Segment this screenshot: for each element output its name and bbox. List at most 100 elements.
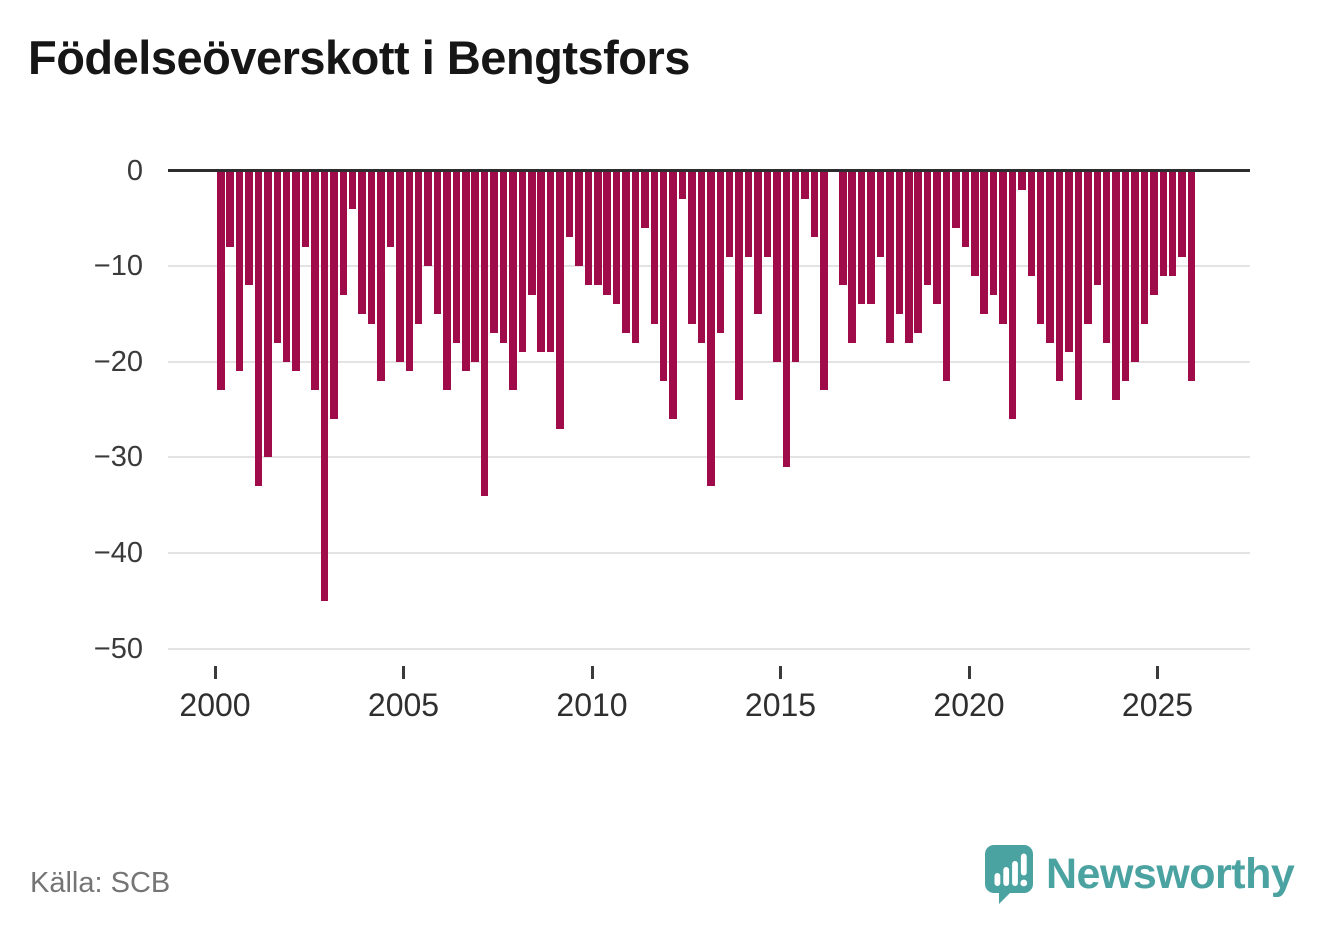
bar [1187, 170, 1196, 381]
bar [1008, 170, 1017, 420]
bar [1102, 170, 1111, 343]
x-axis-tick-label: 2025 [1121, 687, 1194, 723]
y-axis-tick-label: 0 [126, 154, 143, 187]
bar [414, 170, 423, 324]
source-label: Källa: SCB [30, 867, 171, 899]
bar [1065, 170, 1073, 353]
x-axis-tick [1156, 666, 1159, 679]
bar [659, 170, 668, 381]
bar [528, 170, 536, 295]
x-axis-tick-label: 2000 [179, 687, 251, 723]
bar [744, 170, 753, 257]
bar [367, 170, 376, 324]
bar [650, 170, 659, 324]
bar [584, 170, 593, 286]
bar [952, 170, 960, 228]
bar [1159, 170, 1167, 276]
bar [1018, 170, 1026, 190]
newsworthy-logo-icon [985, 845, 1033, 904]
bar [867, 170, 875, 305]
bar [546, 170, 555, 353]
bar [839, 170, 847, 286]
bar [914, 170, 922, 334]
bar [594, 170, 602, 286]
bar [1074, 170, 1083, 400]
x-axis-tick [213, 666, 217, 679]
bar [961, 170, 970, 247]
bar [424, 170, 432, 267]
bar [933, 170, 941, 305]
bar [282, 170, 291, 362]
bar [509, 170, 517, 391]
x-axis-tick [967, 666, 971, 679]
bar [226, 170, 234, 247]
x-axis-tick [779, 666, 782, 679]
bar [443, 170, 451, 391]
bar [471, 170, 479, 362]
bar [490, 170, 498, 334]
bar [1150, 170, 1158, 295]
bar [905, 170, 913, 343]
bar [810, 170, 819, 238]
bar [358, 170, 366, 314]
bar [396, 170, 404, 362]
bar [235, 170, 244, 372]
bar [339, 170, 348, 295]
bar [980, 170, 988, 314]
bar [556, 170, 564, 429]
bar [1112, 170, 1120, 400]
bar [499, 170, 508, 343]
x-axis-tick-label: 2015 [744, 687, 817, 723]
y-axis-tick-label: −10 [93, 250, 143, 283]
bar [1093, 170, 1102, 286]
x-axis-tick-label: 2010 [556, 687, 628, 723]
bar [876, 170, 885, 257]
y-axis-tick-label: −20 [93, 345, 143, 378]
bar [377, 170, 385, 381]
zero-line [168, 169, 1250, 172]
y-axis-tick-label: −40 [93, 537, 143, 569]
bar [1178, 170, 1186, 257]
bar [669, 170, 677, 420]
bar [612, 170, 621, 305]
x-axis-tick [590, 666, 594, 679]
bar [330, 170, 338, 420]
bar [923, 170, 932, 286]
bar [254, 170, 263, 487]
bar [301, 170, 310, 247]
bar [697, 170, 706, 343]
bar [1084, 170, 1092, 324]
bar [480, 170, 489, 496]
brand-name: Newsworthy [1046, 849, 1295, 898]
bar [989, 170, 998, 295]
bar [773, 170, 781, 362]
bar [462, 170, 470, 372]
bar [631, 170, 640, 343]
bar [386, 170, 395, 247]
bar [518, 170, 527, 353]
bar [754, 170, 762, 314]
bar [999, 170, 1007, 324]
bar [725, 170, 734, 257]
bar [273, 170, 282, 343]
bar [217, 170, 225, 391]
bar [433, 170, 442, 314]
bar [292, 170, 300, 372]
bar [1046, 170, 1054, 343]
gridline [168, 552, 1250, 554]
bar [971, 170, 979, 276]
bar [857, 170, 866, 305]
bar [603, 170, 611, 295]
bar [405, 170, 413, 372]
bar [245, 170, 253, 286]
bar [735, 170, 743, 400]
bar [801, 170, 809, 200]
bar [320, 170, 329, 601]
bar [1140, 170, 1149, 324]
bar [1131, 170, 1139, 362]
y-axis-tick-label: −30 [93, 441, 143, 474]
x-axis-tick-label: 2005 [367, 687, 440, 723]
bar [622, 170, 630, 334]
bar [688, 170, 696, 324]
